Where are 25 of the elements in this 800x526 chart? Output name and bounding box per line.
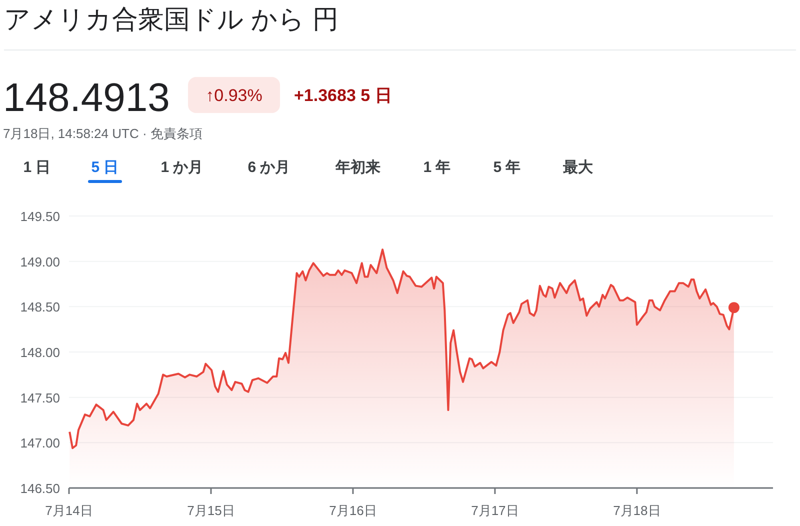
text: 148.4913 (3, 76, 170, 120)
text: 1 年 (423, 159, 451, 176)
text: 6 か月 (248, 159, 290, 176)
text: 年初来 (334, 158, 380, 176)
x-tick-label: 7月15日 (187, 503, 235, 518)
y-tick-label: 147.50 (20, 390, 60, 406)
y-tick-label: 149.00 (20, 254, 60, 270)
y-tick-label: 147.00 (20, 436, 60, 451)
y-tick-label: 149.50 (20, 209, 60, 224)
y-tick-label: 146.50 (20, 481, 60, 496)
x-tick-label: 7月16日 (329, 503, 377, 518)
text: 1 日 (23, 159, 51, 176)
x-tick-label: 7月17日 (471, 503, 519, 518)
text: 5 年 (493, 159, 521, 176)
text: 5 日 (91, 159, 119, 176)
title: アメリカ合衆国ドル から 円 (4, 4, 338, 34)
x-tick-label: 7月14日 (45, 503, 93, 518)
y-tick-label: 148.00 (20, 345, 60, 360)
y-tick-label: 148.50 (20, 300, 60, 315)
text: 最大 (562, 159, 594, 176)
text: +1.3683 5 日 (294, 86, 392, 105)
text: 1 か月 (160, 159, 204, 176)
text: 7月18日, 14:58:24 UTC · 免責条項 (3, 126, 202, 141)
text: ↑0.93% (206, 86, 262, 105)
x-tick-label: 7月18日 (613, 503, 661, 518)
